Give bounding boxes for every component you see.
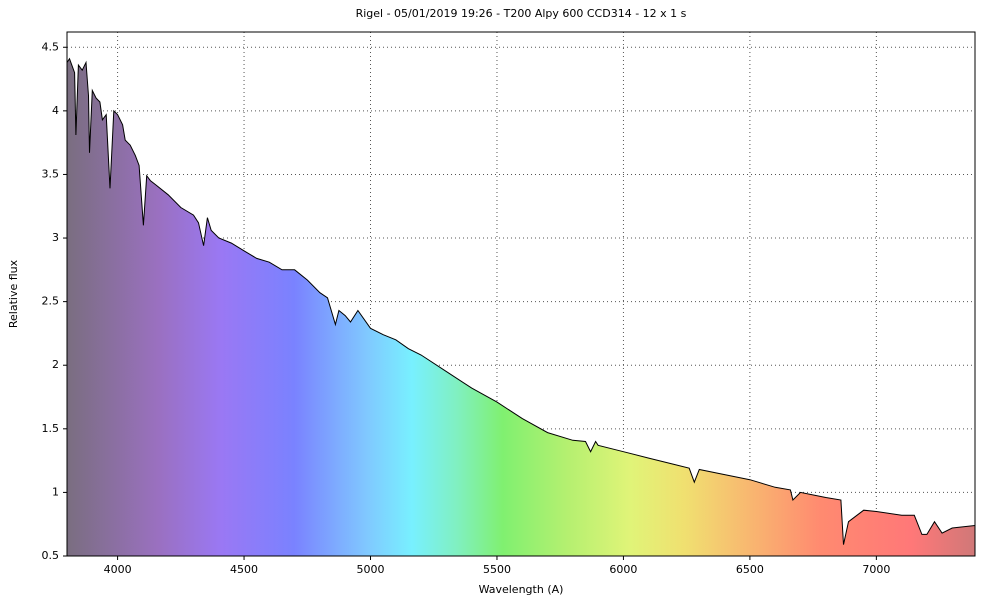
x-tick-label: 6000 xyxy=(609,563,637,576)
y-tick-label: 4 xyxy=(52,104,59,117)
chart-title: Rigel - 05/01/2019 19:26 - T200 Alpy 600… xyxy=(356,7,687,20)
plot-frame xyxy=(66,31,976,557)
spectrum-area xyxy=(67,58,975,556)
y-tick-label: 1.5 xyxy=(42,422,60,435)
y-tick-label: 3.5 xyxy=(42,167,60,180)
x-tick-label: 5500 xyxy=(483,563,511,576)
x-tick-label: 6500 xyxy=(736,563,764,576)
x-tick-label: 4500 xyxy=(230,563,258,576)
x-tick-label: 7000 xyxy=(862,563,890,576)
y-tick-label: 0.5 xyxy=(42,549,60,562)
y-tick-label: 1 xyxy=(52,485,59,498)
y-tick-label: 3 xyxy=(52,231,59,244)
x-axis-label: Wavelength (A) xyxy=(479,583,564,596)
y-tick-label: 4.5 xyxy=(42,40,60,53)
y-axis-label: Relative flux xyxy=(7,259,20,328)
y-tick-label: 2.5 xyxy=(42,295,60,308)
x-tick-label: 4000 xyxy=(104,563,132,576)
x-tick-label: 5000 xyxy=(357,563,385,576)
y-tick-label: 2 xyxy=(52,358,59,371)
spectrum-line xyxy=(66,57,976,545)
